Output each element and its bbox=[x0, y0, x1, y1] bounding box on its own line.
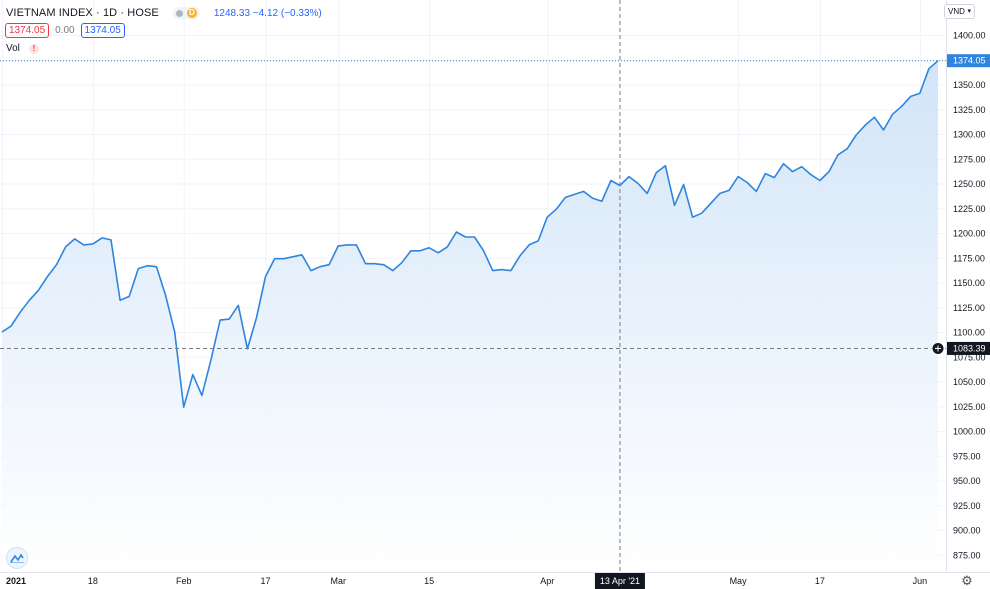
price-tick-label: 1100.00 bbox=[953, 328, 985, 338]
add-alert-icon[interactable] bbox=[931, 341, 945, 355]
crosshair-date-label: 13 Apr '21 bbox=[594, 573, 645, 589]
last-price-value: 1374.05 bbox=[953, 56, 986, 66]
gear-icon[interactable]: ⚙ bbox=[961, 573, 973, 588]
price-tick-label: 1275.00 bbox=[953, 154, 986, 164]
price-tick-label: 1050.00 bbox=[953, 377, 986, 387]
price-tick-label: 950.00 bbox=[953, 476, 981, 486]
bid-value: 1374.05 bbox=[5, 23, 50, 38]
price-tick-label: 1325.00 bbox=[953, 105, 986, 115]
price-tick-label: 1125.00 bbox=[953, 303, 985, 313]
price-tick-label: 1400.00 bbox=[953, 31, 986, 41]
currency-label: VND bbox=[948, 7, 965, 16]
crosshair-date-value: 13 Apr '21 bbox=[600, 576, 640, 586]
time-tick-label: 15 bbox=[424, 576, 434, 586]
price-tick-label: 1225.00 bbox=[953, 204, 986, 214]
price-tick-label: 1175.00 bbox=[953, 253, 985, 263]
time-tick-label: 2021 bbox=[6, 576, 26, 586]
price-tick-label: 1025.00 bbox=[953, 402, 986, 412]
price-tick-label: 875.00 bbox=[953, 550, 981, 560]
time-tick-label: Jun bbox=[913, 576, 928, 586]
ask-value: 1374.05 bbox=[80, 23, 125, 38]
legend-values-row: 1374.05 0.00 1374.05 bbox=[5, 23, 125, 38]
delayed-data-icon: D bbox=[186, 8, 197, 18]
status-dot-icon bbox=[175, 9, 183, 17]
time-tick-label: 18 bbox=[88, 576, 98, 586]
price-tick-label: 1000.00 bbox=[953, 427, 986, 437]
price-tick-label: 1300.00 bbox=[953, 130, 986, 140]
currency-selector[interactable]: VND ▾ bbox=[944, 4, 975, 19]
price-tick-label: 925.00 bbox=[953, 501, 981, 511]
price-axis[interactable]: 1400.001375.001350.001325.001300.001275.… bbox=[953, 31, 986, 561]
time-axis[interactable]: 2021 18 Feb 17 Mar 15 Apr May 17 Jun bbox=[6, 576, 927, 586]
price-tick-label: 1250.00 bbox=[953, 179, 986, 189]
price-area-fill bbox=[2, 60, 938, 572]
time-tick-label: 17 bbox=[815, 576, 825, 586]
time-tick-label: May bbox=[730, 576, 748, 586]
warning-icon[interactable]: ! bbox=[28, 43, 39, 54]
symbol-title[interactable]: VIETNAM INDEX · 1D · HOSE bbox=[6, 7, 159, 19]
time-tick-label: Feb bbox=[176, 576, 192, 586]
last-price-label: 1374.05 bbox=[947, 54, 990, 68]
price-tick-label: 975.00 bbox=[953, 451, 981, 461]
chevron-down-icon: ▾ bbox=[967, 8, 971, 15]
volume-legend[interactable]: Vol ! bbox=[6, 43, 39, 54]
crosshair-price-value: 1083.39 bbox=[953, 343, 986, 353]
price-change-quote: 1248.33 −4.12 (−0.33%) bbox=[213, 7, 322, 19]
spread-value: 0.00 bbox=[55, 25, 75, 36]
time-tick-label: 17 bbox=[261, 576, 271, 586]
price-tick-label: 1150.00 bbox=[953, 278, 985, 288]
price-tick-label: 1200.00 bbox=[953, 229, 986, 239]
price-tick-label: 1075.00 bbox=[953, 352, 986, 362]
price-line bbox=[1, 60, 939, 408]
tradingview-logo-icon[interactable] bbox=[6, 547, 28, 569]
crosshair-price-label: 1083.39 bbox=[931, 341, 990, 355]
time-tick-label: Apr bbox=[540, 576, 554, 586]
chart-header: VIETNAM INDEX · 1D · HOSE D 1248.33 −4.1… bbox=[6, 5, 322, 21]
volume-label: Vol bbox=[6, 43, 20, 54]
price-tick-label: 900.00 bbox=[953, 526, 981, 536]
data-status-badge[interactable]: D bbox=[172, 7, 200, 19]
price-tick-label: 1350.00 bbox=[953, 80, 986, 90]
time-tick-label: Mar bbox=[330, 576, 346, 586]
